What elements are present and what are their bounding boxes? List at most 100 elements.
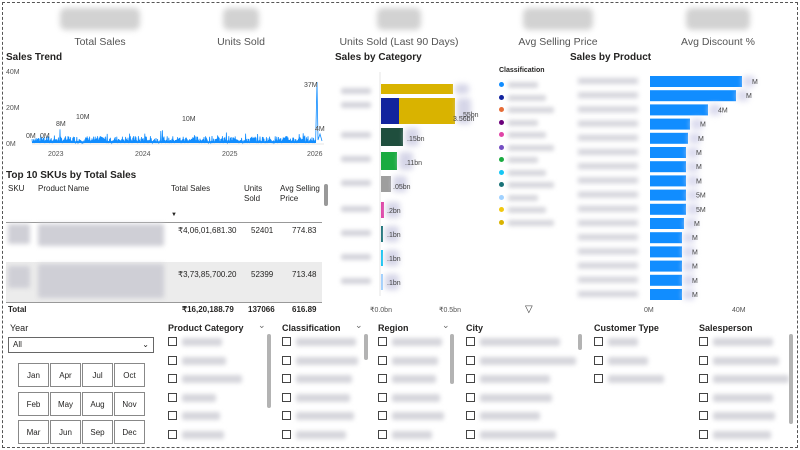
option-label-blurred xyxy=(296,356,358,365)
option-label-blurred xyxy=(713,356,779,365)
product-bar xyxy=(650,76,742,87)
checkbox[interactable] xyxy=(466,355,475,365)
month-button-oct[interactable]: Oct xyxy=(114,363,145,387)
checkbox[interactable] xyxy=(466,429,475,439)
legend-item[interactable] xyxy=(499,206,559,214)
checkbox[interactable] xyxy=(699,374,708,383)
col-header-sku[interactable]: SKU xyxy=(8,184,25,193)
month-button-apr[interactable]: Apr xyxy=(50,363,81,387)
category-bar xyxy=(381,226,383,242)
legend-item[interactable] xyxy=(499,94,559,102)
checkbox[interactable] xyxy=(282,355,291,365)
chevron-down-icon[interactable]: ⌄ xyxy=(442,320,450,330)
col-header-avg-selling-price[interactable]: Avg Selling Price xyxy=(280,184,320,203)
checkbox[interactable] xyxy=(282,337,291,346)
checkbox[interactable] xyxy=(168,411,177,420)
checkbox[interactable] xyxy=(378,392,387,402)
legend-item[interactable] xyxy=(499,219,559,227)
legend-item[interactable] xyxy=(499,119,559,127)
legend-item[interactable] xyxy=(499,81,559,89)
checkbox[interactable] xyxy=(378,429,387,439)
x-tick: 2026 xyxy=(307,151,323,158)
checkbox[interactable] xyxy=(466,337,475,346)
month-button-mar[interactable]: Mar xyxy=(18,420,49,444)
checkbox[interactable] xyxy=(466,411,475,420)
col-header-total-sales[interactable]: Total Sales xyxy=(171,184,211,193)
legend-swatch xyxy=(499,107,504,112)
checkbox[interactable] xyxy=(594,355,603,365)
salesperson-scrollbar[interactable] xyxy=(789,334,793,424)
kpi-units-sold: Units Sold xyxy=(176,8,306,48)
filter-funnel-icon[interactable]: ▽ xyxy=(525,304,533,315)
city-scrollbar[interactable] xyxy=(578,334,582,350)
category-bar xyxy=(381,84,453,94)
checkbox[interactable] xyxy=(594,337,603,346)
category-bars xyxy=(381,84,471,290)
sort-desc-icon[interactable]: ▼ xyxy=(171,212,177,218)
col-header-units-sold[interactable]: Units Sold xyxy=(244,184,263,203)
month-button-sep[interactable]: Sep xyxy=(82,420,113,444)
legend-item[interactable] xyxy=(499,181,559,189)
sales-by-category-chart[interactable]: 3.56bn .55bn .15bn .11bn .05bn .2bn .1bn… xyxy=(335,62,495,317)
sales-trend-chart[interactable]: 40M 20M 0M 2023 2024 2025 2026 0M 0M 8M … xyxy=(4,62,330,162)
checkbox[interactable] xyxy=(282,392,291,402)
checkbox[interactable] xyxy=(168,374,177,383)
product-label-blurred xyxy=(578,234,638,241)
checkbox[interactable] xyxy=(378,411,387,420)
legend-item[interactable] xyxy=(499,144,559,152)
checkbox[interactable] xyxy=(378,337,387,346)
col-header-product-name[interactable]: Product Name xyxy=(38,184,90,193)
checkbox[interactable] xyxy=(699,337,708,346)
data-label: M xyxy=(692,292,698,299)
bar-label-blurred xyxy=(691,118,703,130)
checkbox[interactable] xyxy=(168,392,177,402)
checkbox[interactable] xyxy=(466,374,475,383)
kpi-value xyxy=(686,8,750,30)
product-bar xyxy=(650,90,736,102)
checkbox[interactable] xyxy=(168,355,177,365)
chevron-down-icon[interactable]: ⌄ xyxy=(355,320,363,330)
checkbox[interactable] xyxy=(168,429,177,439)
legend-item[interactable] xyxy=(499,194,559,202)
legend-item[interactable] xyxy=(499,169,559,177)
year-dropdown[interactable]: All ⌄ xyxy=(8,337,154,353)
legend-item[interactable] xyxy=(499,156,559,164)
month-button-nov[interactable]: Nov xyxy=(114,392,145,416)
legend-item[interactable] xyxy=(499,106,559,114)
checkbox[interactable] xyxy=(168,337,177,346)
checkbox[interactable] xyxy=(699,355,708,365)
month-button-jul[interactable]: Jul xyxy=(82,363,113,387)
trend-line xyxy=(31,81,323,145)
legend-item[interactable] xyxy=(499,131,559,139)
region-scrollbar[interactable] xyxy=(450,334,454,384)
month-button-dec[interactable]: Dec xyxy=(114,420,145,444)
checkbox[interactable] xyxy=(282,429,291,439)
month-button-jan[interactable]: Jan xyxy=(18,363,49,387)
legend-swatch xyxy=(499,219,504,225)
checkbox[interactable] xyxy=(466,392,475,402)
month-button-aug[interactable]: Aug xyxy=(82,392,113,416)
chevron-down-icon[interactable]: ⌄ xyxy=(258,320,266,330)
product-bar xyxy=(650,232,682,244)
data-label: M xyxy=(696,164,702,171)
product-category-scrollbar[interactable] xyxy=(267,334,271,408)
checkbox[interactable] xyxy=(282,374,291,383)
total-sales-cell: ₹4,06,01,681.30 xyxy=(178,226,237,235)
classification-scrollbar[interactable] xyxy=(364,334,368,360)
checkbox[interactable] xyxy=(699,429,708,439)
option-label-blurred xyxy=(296,375,352,383)
table-scrollbar[interactable] xyxy=(324,184,328,206)
checkbox[interactable] xyxy=(594,374,603,383)
bar-label-blurred xyxy=(683,246,695,258)
sales-by-category-title: Sales by Category xyxy=(335,52,422,63)
month-button-feb[interactable]: Feb xyxy=(18,392,49,416)
month-button-may[interactable]: May xyxy=(50,392,81,416)
checkbox[interactable] xyxy=(699,411,708,420)
checkbox[interactable] xyxy=(378,374,387,383)
checkbox[interactable] xyxy=(282,411,291,420)
month-button-jun[interactable]: Jun xyxy=(50,420,81,444)
option-label-blurred xyxy=(713,412,775,420)
checkbox[interactable] xyxy=(699,392,708,402)
checkbox[interactable] xyxy=(378,355,387,365)
